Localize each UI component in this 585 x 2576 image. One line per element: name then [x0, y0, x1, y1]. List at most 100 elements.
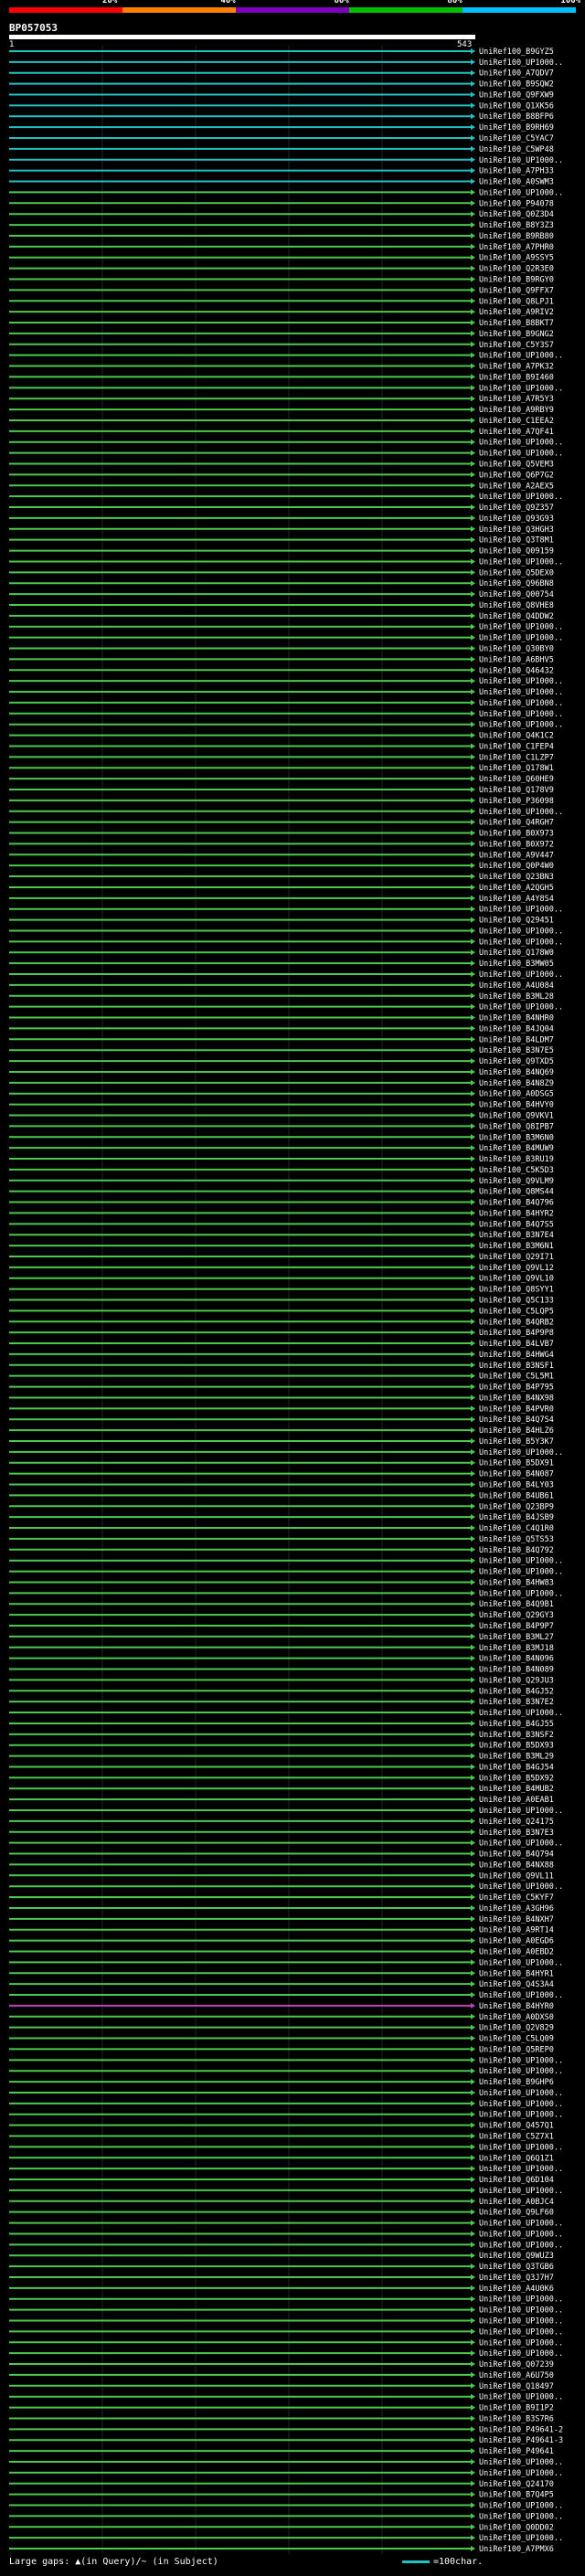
hit-label: UniRef100_B4PVR0 [479, 1405, 554, 1414]
query-end-label: 543 [457, 40, 473, 49]
hit-arrow [471, 1003, 475, 1010]
hit-label: UniRef100_UP1000.. [479, 2111, 563, 2120]
hit-arrow [471, 841, 475, 847]
hit-label: UniRef100_Q93G93 [479, 514, 554, 524]
hit-label: UniRef100_Q29451 [479, 917, 554, 926]
hit-arrow [471, 1937, 475, 1944]
hit-arrow [471, 1590, 475, 1596]
hit-arrow [471, 113, 475, 120]
hit-arrow [471, 765, 475, 771]
hit-label: UniRef100_B4HLZ6 [479, 1426, 554, 1436]
hit-label: UniRef100_A6U750 [479, 2371, 554, 2380]
hit-label: UniRef100_UP1000.. [479, 2241, 563, 2250]
hit-label: UniRef100_UP1000.. [479, 710, 563, 719]
hit-arrow [471, 938, 475, 945]
hit-label: UniRef100_B3MW05 [479, 959, 554, 969]
hit-arrow [471, 819, 475, 825]
query-bar [9, 35, 475, 39]
gap-legend: Large gaps: ▲(in Query)/~ (in Subject) [9, 2557, 218, 2567]
hit-label: UniRef100_B3RU19 [479, 1155, 554, 1164]
hit-arrow [471, 1243, 475, 1249]
hit-arrow [471, 1883, 475, 1890]
hit-label: UniRef100_Q5DEX0 [479, 568, 554, 578]
hit-label: UniRef100_B3ML27 [479, 1633, 554, 1642]
hit-label: UniRef100_B3ML29 [479, 1753, 554, 1762]
hit-arrow [471, 981, 475, 988]
hit-label: UniRef100_P49641 [479, 2447, 554, 2456]
hit-arrow [471, 363, 475, 369]
hit-arrow [471, 2328, 475, 2335]
hit-arrow [471, 1373, 475, 1379]
hit-label: UniRef100_B3NSF1 [479, 1362, 554, 1371]
hit-arrow [471, 1807, 475, 1814]
hit-arrow [471, 1710, 475, 1716]
hit-label: UniRef100_UP1000.. [479, 2230, 563, 2239]
hit-arrow [471, 2035, 475, 2041]
hit-arrow [471, 482, 475, 489]
hit-label: UniRef100_B4NX98 [479, 1394, 554, 1403]
hit-arrow [471, 743, 475, 749]
hit-label: UniRef100_UP1000.. [479, 2327, 563, 2337]
hit-arrow [471, 417, 475, 423]
query-title: BP057053 [9, 22, 58, 34]
hit-arrow [471, 374, 475, 380]
hit-arrow [471, 2133, 475, 2139]
hit-arrow [471, 1177, 475, 1183]
hit-arrow [471, 265, 475, 271]
hit-label: UniRef100_B4QRB2 [479, 1318, 554, 1327]
hit-arrow [471, 699, 475, 705]
hit-arrow [471, 2295, 475, 2302]
hit-label: UniRef100_Q4K1C2 [479, 732, 554, 741]
hit-label: UniRef100_B4Q792 [479, 1546, 554, 1555]
hit-label: UniRef100_Q178W1 [479, 764, 554, 773]
hit-arrow [471, 1459, 475, 1466]
hit-arrow [471, 1036, 475, 1043]
hit-arrow [471, 808, 475, 814]
hit-arrow [471, 1145, 475, 1151]
hit-label: UniRef100_B4NHR0 [479, 1014, 554, 1023]
hit-arrow [471, 2263, 475, 2270]
hit-label: UniRef100_UP1000.. [479, 623, 563, 632]
hit-arrow [471, 2284, 475, 2291]
hit-arrow [471, 1786, 475, 1792]
hit-arrow [471, 1753, 475, 1759]
hit-label: UniRef100_Q9FFX7 [479, 286, 554, 295]
hit-arrow [471, 569, 475, 576]
hit-label: UniRef100_UP1000.. [479, 688, 563, 697]
hit-label: UniRef100_Q29I71 [479, 1253, 554, 1262]
hit-arrow [471, 1134, 475, 1140]
hit-label: UniRef100_B9GNG2 [479, 330, 554, 339]
hit-arrow [471, 1286, 475, 1292]
hit-arrow [471, 2469, 475, 2475]
hit-arrow [471, 1199, 475, 1205]
hit-label: UniRef100_UP1000.. [479, 2220, 563, 2229]
hit-arrow [471, 852, 475, 858]
hit-label: UniRef100_B4HWG4 [479, 1351, 554, 1360]
hit-arrow [471, 558, 475, 565]
hit-label: UniRef100_A0DXS0 [479, 2013, 554, 2022]
hit-arrow [471, 1872, 475, 1879]
hit-label: UniRef100_Q9VKV1 [479, 1111, 554, 1120]
hit-label: UniRef100_C5KYF7 [479, 1893, 554, 1903]
hit-arrow [471, 776, 475, 782]
hit-arrow [471, 352, 475, 358]
hit-label: UniRef100_B3MJ18 [479, 1644, 554, 1653]
hit-label: UniRef100_B4N087 [479, 1470, 554, 1479]
hit-label: UniRef100_Q8SYY1 [479, 1286, 554, 1295]
hit-label: UniRef100_Q8IPB7 [479, 1122, 554, 1131]
scale-legend-label: =100char. [433, 2557, 484, 2567]
hit-label: UniRef100_B3ML28 [479, 992, 554, 1002]
hit-arrow [471, 1156, 475, 1162]
hit-arrow [471, 2437, 475, 2443]
hit-arrow [471, 2361, 475, 2368]
hit-arrow [471, 309, 475, 315]
scale-legend: =100char. [402, 2557, 483, 2567]
hit-label: UniRef100_B0X972 [479, 840, 554, 849]
hit-label: UniRef100_B4GJ55 [479, 1720, 554, 1729]
hit-label: UniRef100_B4HYR0 [479, 2002, 554, 2011]
hit-label: UniRef100_A0BJC4 [479, 2198, 554, 2207]
hit-label: UniRef100_B4N089 [479, 1666, 554, 1675]
hit-arrow [471, 1688, 475, 1694]
hit-arrow [471, 2024, 475, 2030]
hit-arrow [471, 1383, 475, 1390]
